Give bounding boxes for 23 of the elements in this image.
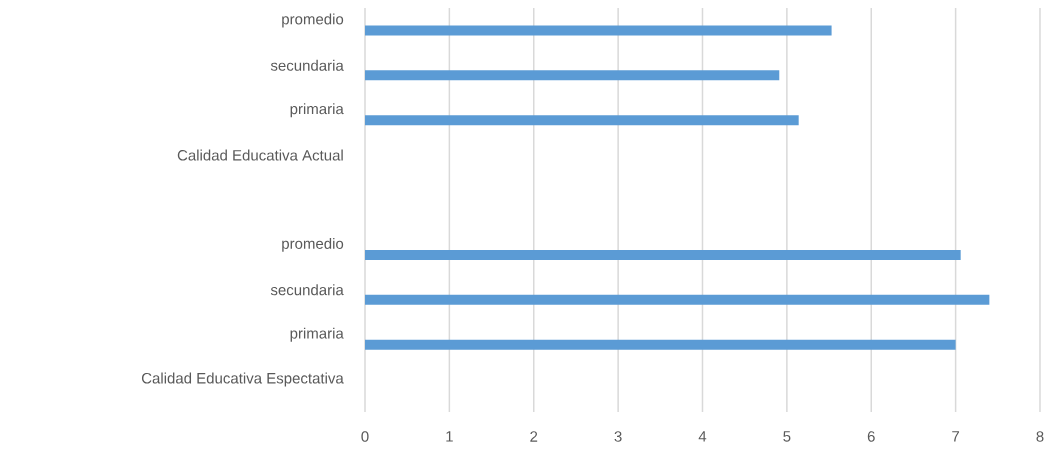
x-tick-label: 0 xyxy=(361,431,369,442)
x-tick-label: 5 xyxy=(783,431,791,442)
bar xyxy=(365,115,799,126)
x-tick-label: 6 xyxy=(867,431,875,442)
y-tick-label: primaria xyxy=(290,327,344,342)
bar xyxy=(365,294,990,305)
bar xyxy=(365,25,832,36)
x-tick-label: 7 xyxy=(952,431,960,442)
bar xyxy=(365,249,961,260)
x-tick-label: 2 xyxy=(530,431,538,442)
y-tick-label: primaria xyxy=(290,103,344,118)
x-tick-label: 8 xyxy=(1036,431,1044,442)
bar xyxy=(365,70,780,81)
y-tick-label: promedio xyxy=(282,13,344,28)
x-tick-label: 4 xyxy=(698,431,707,442)
y-tick-label: secundaria xyxy=(270,59,344,71)
x-tick-label: 1 xyxy=(446,431,453,442)
bar xyxy=(365,339,956,350)
y-tick-label: Calidad Educativa Espectativa xyxy=(141,372,344,387)
x-tick-label: 3 xyxy=(614,431,622,442)
y-tick-label: Calidad Educativa Actual xyxy=(177,149,343,161)
y-tick-label: secundaria xyxy=(270,284,344,296)
y-tick-label: promedio xyxy=(282,237,344,252)
